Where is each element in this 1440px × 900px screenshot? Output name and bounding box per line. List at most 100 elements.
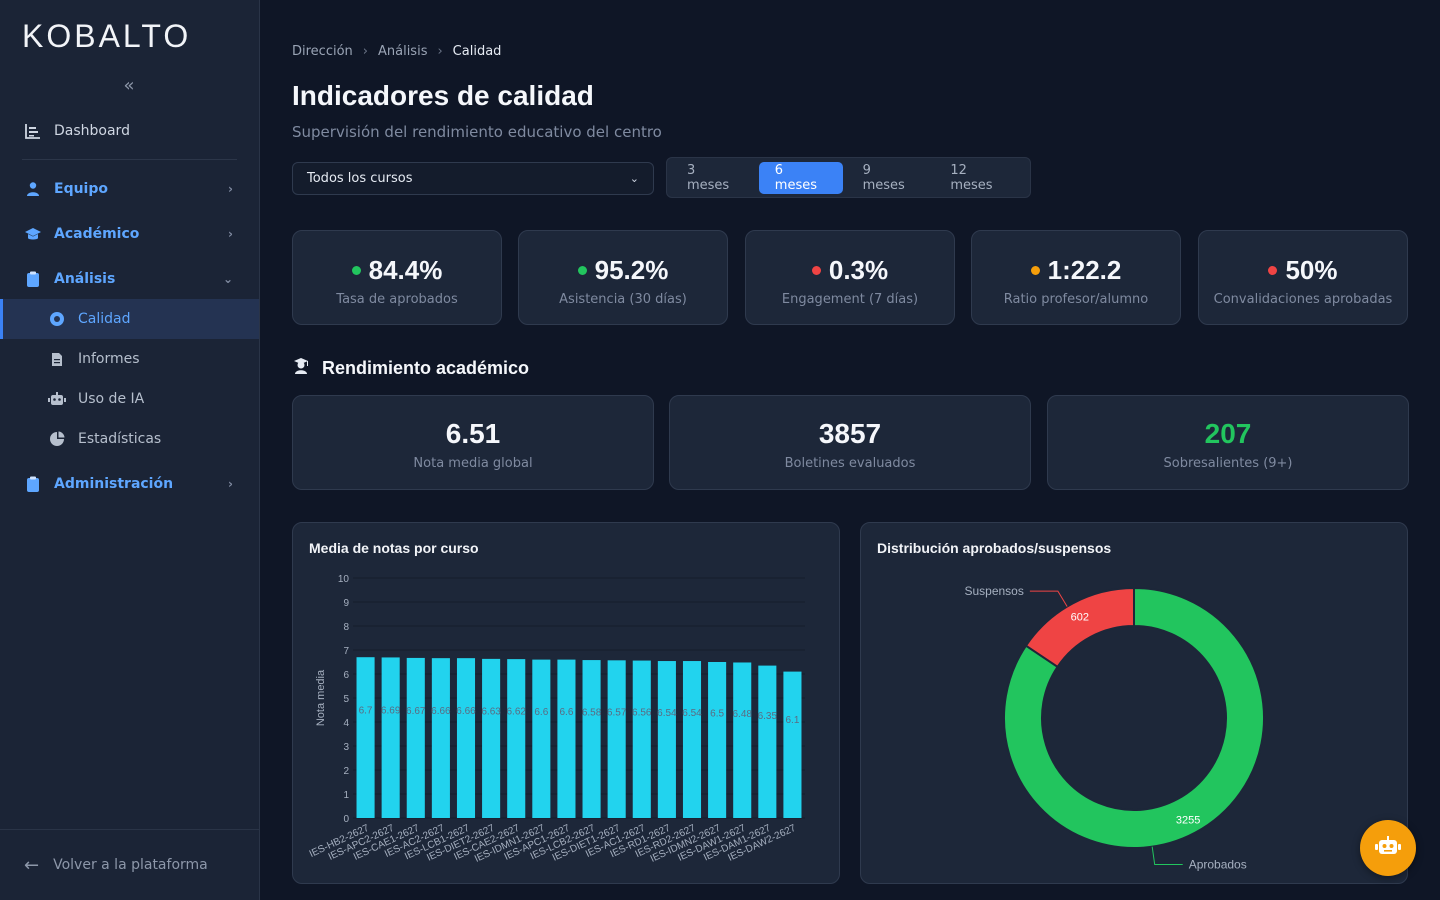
bar[interactable] xyxy=(582,660,601,818)
bar[interactable] xyxy=(406,657,425,818)
sidebar-item-label: Dashboard xyxy=(54,123,130,139)
course-select[interactable]: Todos los cursos ⌄ xyxy=(292,162,654,195)
slice-value-label: 602 xyxy=(1071,612,1089,624)
bar-chart-panel: Media de notas por curso 0 1 2 3 4 5 6 7 8 9 10 Not… xyxy=(292,522,840,884)
file-icon xyxy=(48,350,66,368)
stat-value: 6.51 xyxy=(445,418,501,449)
bar[interactable] xyxy=(632,660,651,818)
bar-value-label: 6.6 xyxy=(534,707,548,718)
bar-value-label: 6.1 xyxy=(785,715,799,726)
bar[interactable] xyxy=(708,662,727,818)
kpi-card: 0.3% Engagement (7 días) xyxy=(745,230,955,325)
range-button[interactable]: 12 meses xyxy=(950,162,993,193)
donut-chart-panel: Distribución aprobados/suspensos 3255 Apr… xyxy=(860,522,1408,884)
bar[interactable] xyxy=(758,665,777,818)
kpi-label: Tasa de aprobados xyxy=(336,292,458,307)
collapse-sidebar-icon[interactable]: « xyxy=(123,75,135,96)
sidebar-item-administracion[interactable]: Administración › xyxy=(0,464,259,504)
bar[interactable] xyxy=(381,657,400,818)
range-button[interactable]: 9 meses xyxy=(862,162,905,193)
bar-value-label: 6.66 xyxy=(456,706,476,717)
y-tick-label: 8 xyxy=(343,622,349,633)
sidebar-item-informes[interactable]: Informes xyxy=(0,339,259,379)
sidebar-item-analisis[interactable]: Análisis ⌄ xyxy=(0,259,259,299)
sidebar-item-label: Académico xyxy=(54,226,140,242)
stat-label: Nota media global xyxy=(413,456,533,471)
ai-assistant-button[interactable] xyxy=(1360,820,1416,876)
chart-title: Media de notas por curso xyxy=(309,540,479,556)
bar[interactable] xyxy=(431,658,450,818)
brand-logo[interactable]: KOBALTO xyxy=(22,18,192,54)
stat-card: 3857 Boletines evaluados xyxy=(669,395,1031,490)
chevron-right-icon: › xyxy=(228,477,233,491)
chevron-right-icon: › xyxy=(362,44,368,59)
bar[interactable] xyxy=(507,659,526,818)
robot-icon xyxy=(1375,835,1401,861)
bar[interactable] xyxy=(482,658,501,818)
back-to-platform-link[interactable]: ← Volver a la plataforma xyxy=(0,829,259,900)
range-button-active[interactable]: 6 meses xyxy=(758,161,843,194)
sidebar-item-dashboard[interactable]: Dashboard xyxy=(0,111,259,151)
bar-value-label: 6.67 xyxy=(406,706,426,717)
stat-card: 6.51 Nota media global xyxy=(292,395,654,490)
bar[interactable] xyxy=(456,658,476,818)
chevron-down-icon: ⌄ xyxy=(222,272,233,286)
bar-value-label: 6.66 xyxy=(431,706,451,717)
kpi-card: 95.2% Asistencia (30 días) xyxy=(518,230,728,325)
bar[interactable] xyxy=(356,657,375,818)
kpi-value: 84.4% xyxy=(368,255,443,285)
kpi-label: Convalidaciones aprobadas xyxy=(1213,292,1393,307)
sidebar-item-label: Análisis xyxy=(54,271,116,287)
sidebar: KOBALTO « Dashboard Equipo › Académico ›… xyxy=(0,0,260,900)
breadcrumb-item[interactable]: Análisis xyxy=(377,44,428,59)
y-tick-label: 10 xyxy=(338,574,350,585)
bar[interactable] xyxy=(783,671,802,818)
kpi-value: 0.3% xyxy=(828,255,889,285)
graduate-icon xyxy=(292,357,310,380)
breadcrumb-current: Calidad xyxy=(452,44,502,59)
kpi-value: 95.2% xyxy=(594,255,669,285)
bar[interactable] xyxy=(532,659,551,818)
bar-value-label: 6.35 xyxy=(758,711,778,722)
leader-line xyxy=(1151,846,1183,866)
bar-value-label: 6.56 xyxy=(632,708,652,719)
donut-chart: 3255 Aprobados 602 Suspensos xyxy=(964,584,1265,872)
donut-slice[interactable] xyxy=(1003,586,1265,849)
sidebar-item-estadisticas[interactable]: Estadísticas xyxy=(0,419,259,459)
chevron-right-icon: › xyxy=(228,227,233,241)
bar[interactable] xyxy=(557,659,576,818)
slice-value-label: 3255 xyxy=(1176,814,1200,826)
chevron-right-icon: › xyxy=(228,182,233,196)
sidebar-item-label: Calidad xyxy=(78,311,131,327)
users-icon xyxy=(24,180,42,198)
sidebar-item-calidad[interactable]: Calidad xyxy=(0,299,259,339)
kpi-label: Engagement (7 días) xyxy=(781,292,919,307)
clipboard-icon xyxy=(24,475,42,493)
sidebar-item-uso-ia[interactable]: Uso de IA xyxy=(0,379,259,419)
page-title: Indicadores de calidad xyxy=(292,80,594,111)
status-dot xyxy=(811,266,821,275)
bar[interactable] xyxy=(607,660,626,818)
bar-value-label: 6.58 xyxy=(582,707,602,718)
sidebar-item-label: Equipo xyxy=(54,181,108,197)
sidebar-item-academico[interactable]: Académico › xyxy=(0,214,259,254)
bar[interactable] xyxy=(682,661,702,818)
kpi-value: 1:22.2 xyxy=(1047,255,1122,285)
range-button[interactable]: 3 meses xyxy=(687,162,730,193)
back-label: Volver a la plataforma xyxy=(53,857,208,873)
stat-value: 207 xyxy=(1204,418,1252,449)
bar-value-label: 6.48 xyxy=(732,709,752,720)
stat-value: 3857 xyxy=(818,418,882,449)
sidebar-item-equipo[interactable]: Equipo › xyxy=(0,169,259,209)
bar[interactable] xyxy=(733,662,752,818)
donut-slice[interactable] xyxy=(1024,586,1135,669)
y-tick-label: 4 xyxy=(343,718,349,729)
bar-value-label: 6.62 xyxy=(506,707,526,718)
breadcrumb-item[interactable]: Dirección xyxy=(292,44,353,59)
status-dot xyxy=(1030,266,1040,275)
range-toggle-group: 3 meses 6 meses 9 meses 12 meses xyxy=(666,157,1031,198)
clipboard-icon xyxy=(24,270,42,288)
bar[interactable] xyxy=(657,661,676,818)
y-tick-label: 1 xyxy=(343,790,349,801)
